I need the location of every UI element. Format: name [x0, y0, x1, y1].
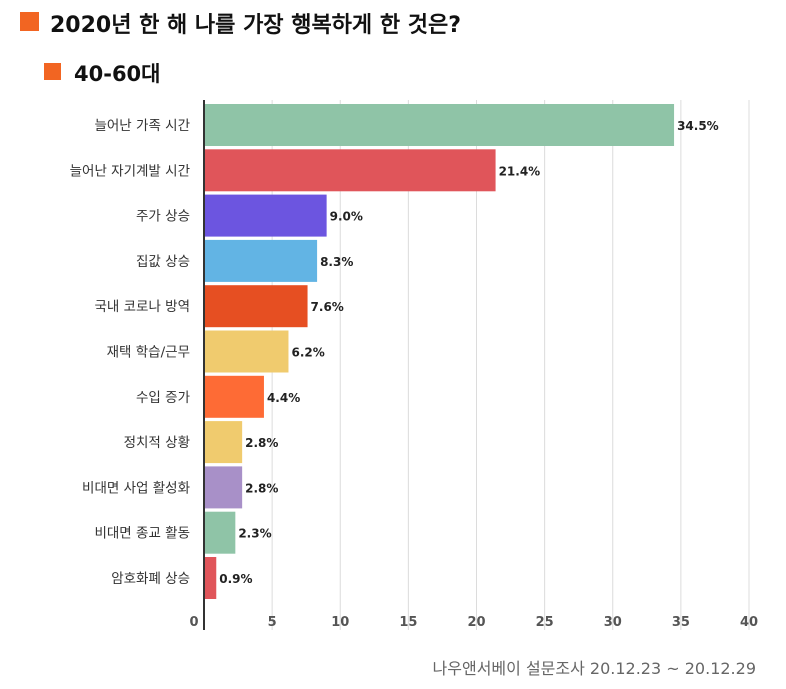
chart-title: 2020년 한 해 나를 가장 행복하게 한 것은?: [50, 13, 461, 38]
bar: [204, 194, 327, 237]
category-label: 늘어난 자기계발 시간: [70, 163, 190, 179]
category-label: 비대면 종교 활동: [94, 526, 190, 542]
bar: [204, 375, 264, 418]
x-tick-label: 0: [189, 615, 198, 630]
data-label: 4.4%: [267, 391, 300, 405]
subtitle-marker: [44, 63, 61, 80]
bar: [204, 421, 243, 464]
bar: [204, 511, 236, 554]
category-label: 주가 상승: [136, 209, 190, 225]
bar: [204, 239, 318, 282]
title-marker: [20, 12, 39, 31]
data-label: 7.6%: [311, 300, 344, 314]
x-tick-label: 25: [536, 615, 554, 630]
x-tick-label: 10: [331, 615, 349, 630]
x-tick-label: 40: [740, 615, 758, 630]
category-label: 집값 상승: [136, 254, 190, 270]
data-label: 6.2%: [291, 346, 324, 360]
category-label: 수입 증가: [136, 390, 190, 406]
bar: [204, 466, 243, 509]
data-label: 2.3%: [238, 527, 271, 541]
data-label: 9.0%: [330, 210, 363, 224]
data-label: 21.4%: [499, 164, 541, 178]
x-tick-label: 15: [399, 615, 417, 630]
category-label: 국내 코로나 방역: [94, 299, 190, 315]
chart-subtitle: 40-60대: [74, 62, 161, 86]
x-tick-label: 5: [268, 615, 277, 630]
bar: [204, 149, 496, 192]
data-label: 2.8%: [245, 436, 278, 450]
category-label: 정치적 상황: [124, 435, 190, 451]
labels: 0 5 10 15 20 25 30 35 40 34.5% 늘어난 가족 시간 21.4% 늘어난 자…: [70, 100, 758, 630]
x-tick-label: 30: [604, 615, 622, 630]
bar: [204, 285, 308, 328]
data-label: 8.3%: [320, 255, 353, 269]
x-tick-label: 35: [672, 615, 690, 630]
category-label: 암호화폐 상승: [111, 571, 190, 587]
bars: [204, 104, 675, 599]
source-note: 나우앤서베이 설문조사 20.12.23 ~ 20.12.29: [432, 659, 756, 678]
data-label: 2.8%: [245, 481, 278, 495]
category-label: 비대면 사업 활성화: [82, 480, 190, 496]
bar: [204, 330, 289, 373]
bar: [204, 104, 675, 146]
bar: [204, 557, 217, 599]
category-label: 늘어난 가족 시간: [94, 118, 190, 134]
data-label: 0.9%: [219, 572, 252, 586]
category-label: 재택 학습/근무: [107, 345, 190, 361]
data-label: 34.5%: [677, 119, 719, 133]
x-tick-label: 20: [467, 615, 485, 630]
